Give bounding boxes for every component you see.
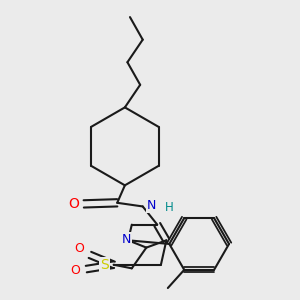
Text: O: O — [68, 197, 79, 211]
Text: N: N — [121, 233, 131, 246]
Text: O: O — [70, 264, 80, 277]
Text: N: N — [147, 199, 157, 212]
Text: H: H — [165, 201, 173, 214]
Text: O: O — [74, 242, 84, 255]
Text: S: S — [100, 258, 109, 272]
